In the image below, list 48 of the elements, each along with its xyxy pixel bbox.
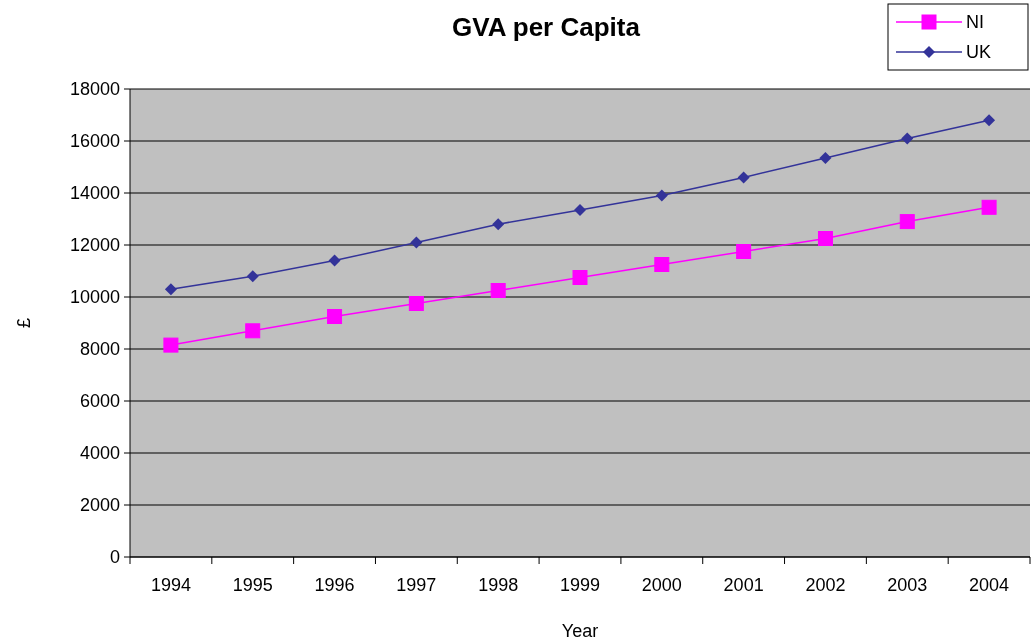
point (572, 270, 588, 285)
y-tick-label: 16000 (69, 131, 120, 152)
x-axis-title: Year (561, 621, 599, 641)
point (327, 309, 343, 324)
point (408, 296, 424, 311)
y-tick-label: 6000 (79, 391, 120, 412)
y-tick-label: 0 (109, 547, 120, 568)
point (164, 283, 177, 296)
point (736, 244, 752, 259)
point (328, 254, 341, 267)
point (737, 171, 750, 184)
point (901, 132, 914, 145)
x-tick-label: 2001 (723, 575, 764, 595)
point (983, 114, 996, 127)
x-tick-label: 1994 (150, 575, 191, 595)
x-tick-label: 2002 (805, 575, 846, 595)
point (490, 283, 506, 298)
x-tick-label: 1995 (232, 575, 273, 595)
point (245, 323, 261, 339)
legend-label: UK (966, 42, 992, 63)
x-tick-label: 1999 (559, 575, 601, 595)
x-tick-label: 2000 (641, 575, 682, 595)
point (654, 257, 670, 272)
y-tick-label: 18000 (69, 79, 120, 100)
point (163, 337, 179, 353)
point (410, 236, 423, 249)
x-tick-label: 1998 (478, 575, 519, 595)
y-axis-title: £ (14, 317, 34, 329)
y-tick-label: 8000 (79, 339, 120, 360)
y-tick-label: 4000 (79, 443, 120, 464)
y-tick-label: 12000 (69, 235, 120, 256)
y-tick-label: 10000 (69, 287, 120, 308)
point (819, 151, 832, 164)
point (817, 231, 833, 246)
point (655, 189, 668, 202)
point (246, 270, 259, 283)
x-tick-label: 1996 (314, 575, 355, 595)
y-tick-label: 14000 (69, 183, 120, 204)
chart-title: GVA per Capita (452, 12, 641, 42)
y-tick-label: 2000 (79, 495, 120, 516)
point (492, 218, 505, 231)
point (899, 214, 915, 230)
x-tick-label: 2003 (887, 575, 928, 595)
legend-label: NI (966, 12, 984, 33)
point (981, 199, 997, 215)
x-tick-label: 1997 (396, 575, 437, 595)
x-tick-label: 2004 (969, 575, 1010, 595)
point (574, 203, 586, 216)
